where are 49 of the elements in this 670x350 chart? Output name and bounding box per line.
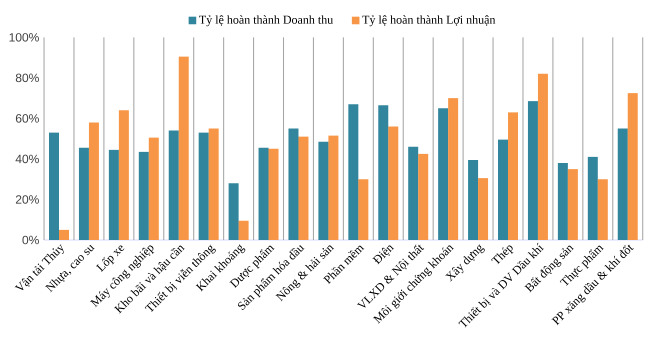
bar [358, 179, 368, 240]
bar [78, 148, 89, 240]
bar [408, 146, 418, 240]
bar [268, 148, 279, 240]
bar [418, 154, 428, 240]
bar [288, 128, 298, 240]
y-tick-label: 40% [16, 154, 39, 164]
bar [88, 122, 99, 240]
y-tick-label: 100% [10, 33, 39, 42]
bar [59, 230, 70, 240]
y-tick-label: 0% [22, 236, 39, 244]
legend-label: Tỷ lệ hoàn thành Lợi nhuận [362, 15, 496, 26]
bar [108, 150, 119, 240]
bar [228, 183, 239, 240]
bar [508, 112, 518, 240]
bar [448, 98, 458, 240]
bar [628, 93, 638, 240]
bar [318, 142, 328, 240]
bar [148, 138, 159, 240]
bar [588, 156, 598, 240]
legend-label: Tỷ lệ hoàn thành Doanh thu [199, 15, 333, 26]
bar [198, 132, 209, 240]
bar [498, 140, 508, 240]
y-tick-label: 60% [16, 114, 39, 123]
bar [378, 105, 388, 240]
bar [468, 160, 478, 240]
bar [388, 126, 398, 240]
bar [528, 101, 538, 240]
bar [558, 162, 568, 240]
bar [258, 148, 269, 240]
bar [348, 104, 358, 240]
bar [49, 132, 60, 240]
bar [478, 178, 488, 240]
bar [598, 179, 608, 240]
bar [238, 220, 249, 240]
bar [298, 136, 308, 240]
y-tick-label: 80% [16, 74, 39, 82]
bar [168, 130, 179, 240]
bar [618, 128, 628, 240]
bar [438, 108, 448, 240]
bar [328, 136, 338, 240]
y-tick-label: 20% [16, 195, 39, 204]
bar [138, 152, 149, 240]
bar [178, 56, 189, 240]
bar [208, 128, 219, 240]
x-tick-label: Thép [491, 245, 514, 264]
bar [568, 169, 578, 240]
bar [538, 74, 548, 240]
bar [118, 110, 129, 240]
